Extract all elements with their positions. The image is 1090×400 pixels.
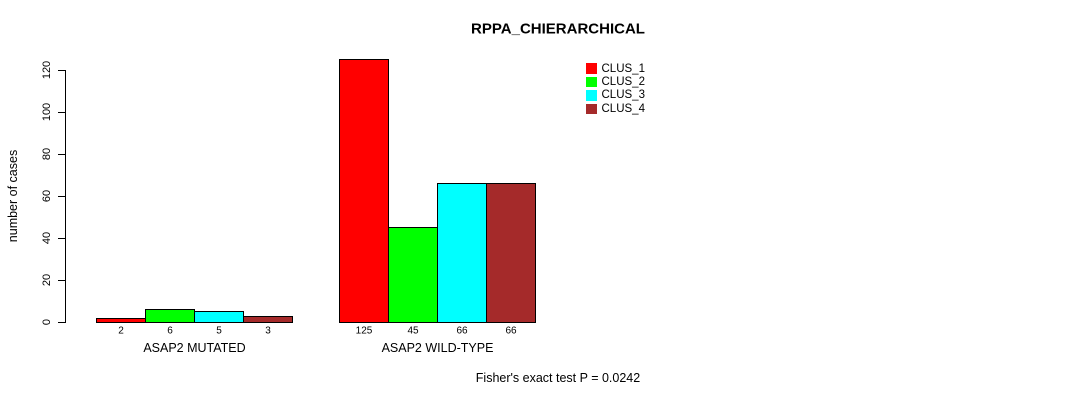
y-tick <box>58 154 65 155</box>
legend-label: CLUS_2 <box>601 76 645 89</box>
legend-label: CLUS_1 <box>601 62 645 75</box>
bar-clus_2-group2 <box>388 227 438 323</box>
legend-label: CLUS_3 <box>601 89 645 102</box>
bar-clus_3-group1 <box>194 311 244 323</box>
y-tick <box>58 196 65 197</box>
legend-item-clus_3: CLUS_3 <box>586 89 645 102</box>
y-tick <box>58 238 65 239</box>
legend-swatch <box>586 103 597 115</box>
y-tick <box>58 322 65 323</box>
legend-label: CLUS_4 <box>601 102 645 115</box>
bar-value-label: 5 <box>216 325 222 337</box>
bar-value-label: 125 <box>355 325 373 337</box>
y-tick <box>58 280 65 281</box>
legend-item-clus_4: CLUS_4 <box>586 102 645 115</box>
legend: CLUS_1 CLUS_2 CLUS_3 CLUS_4 <box>586 62 645 116</box>
bar-clus_4-group1 <box>243 316 293 323</box>
y-tick-label: 120 <box>41 60 53 80</box>
legend-swatch <box>586 90 597 101</box>
y-tick <box>58 70 65 71</box>
y-tick-label: 40 <box>41 231 53 245</box>
bar-clus_4-group2 <box>486 183 536 323</box>
y-tick-label: 80 <box>41 147 53 161</box>
bar-clus_1-group1 <box>96 318 146 323</box>
y-tick-label: 60 <box>41 189 53 203</box>
x-group-label: ASAP2 MUTATED <box>143 341 246 355</box>
legend-swatch <box>586 63 597 74</box>
legend-swatch <box>586 76 597 88</box>
chart-title: RPPA_CHIERARCHICAL <box>471 20 645 38</box>
bar-clus_3-group2 <box>437 183 487 323</box>
bar-value-label: 66 <box>505 325 517 337</box>
y-tick-label: 0 <box>41 318 53 326</box>
y-tick <box>58 112 65 113</box>
x-group-label: ASAP2 WILD-TYPE <box>381 341 494 355</box>
legend-item-clus_1: CLUS_1 <box>586 62 645 75</box>
bar-clus_2-group1 <box>145 309 195 323</box>
bar-value-label: 6 <box>167 325 173 337</box>
y-axis-line <box>65 70 66 323</box>
y-tick-label: 20 <box>41 273 53 287</box>
legend-item-clus_2: CLUS_2 <box>586 75 645 88</box>
bar-value-label: 2 <box>118 325 124 337</box>
y-axis-label: number of cases <box>6 149 20 243</box>
bar-clus_1-group2 <box>339 59 389 323</box>
y-tick-label: 100 <box>41 102 53 122</box>
annotation-text: Fisher's exact test P = 0.0242 <box>475 371 641 385</box>
bar-value-label: 45 <box>407 325 419 337</box>
bar-value-label: 3 <box>265 325 271 337</box>
bar-value-label: 66 <box>456 325 468 337</box>
